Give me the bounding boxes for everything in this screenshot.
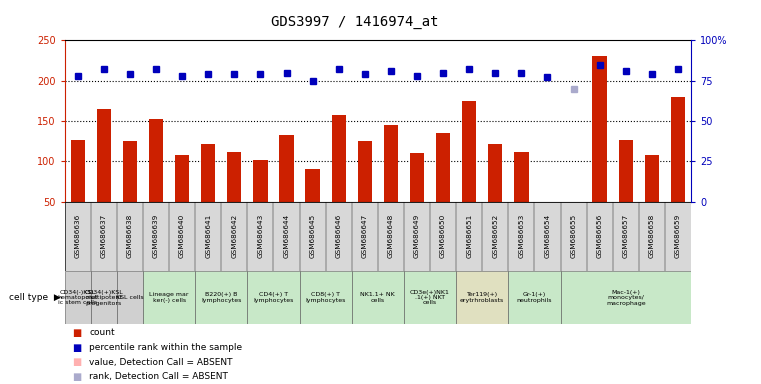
Text: GSM686650: GSM686650 [440, 214, 446, 258]
Text: GSM686644: GSM686644 [284, 214, 289, 258]
Bar [508, 271, 561, 324]
Bar [65, 271, 91, 324]
Bar [332, 114, 345, 202]
Text: cell type  ▶: cell type ▶ [9, 293, 61, 302]
Text: Lineage mar
ker(-) cells: Lineage mar ker(-) cells [149, 292, 189, 303]
Text: GSM686651: GSM686651 [466, 214, 472, 258]
Bar [71, 139, 85, 202]
Text: GSM686636: GSM686636 [75, 214, 81, 258]
Text: CD34(-)KSL
hematopoiet
ic stem cells: CD34(-)KSL hematopoiet ic stem cells [58, 290, 98, 306]
Text: GSM686657: GSM686657 [622, 214, 629, 258]
Bar [670, 97, 685, 202]
Text: GSM686653: GSM686653 [518, 214, 524, 258]
Bar [404, 271, 456, 324]
Text: CD34(+)KSL
multipotent
progenitors: CD34(+)KSL multipotent progenitors [84, 290, 123, 306]
Bar [117, 271, 143, 324]
Text: count: count [89, 328, 115, 338]
Bar [279, 135, 294, 202]
Text: GDS3997 / 1416974_at: GDS3997 / 1416974_at [271, 15, 439, 29]
Text: GSM686659: GSM686659 [675, 214, 681, 258]
Text: GSM686643: GSM686643 [257, 214, 263, 258]
Text: GSM686649: GSM686649 [414, 214, 420, 258]
Text: GSM686641: GSM686641 [205, 214, 212, 258]
Bar [123, 141, 137, 202]
Text: Mac-1(+)
monocytes/
macrophage: Mac-1(+) monocytes/ macrophage [606, 290, 645, 306]
Text: GSM686638: GSM686638 [127, 214, 133, 258]
Text: GSM686640: GSM686640 [179, 214, 185, 258]
Text: Ter119(+)
erytrhroblasts: Ter119(+) erytrhroblasts [460, 292, 505, 303]
Text: GSM686648: GSM686648 [388, 214, 394, 258]
Bar [436, 133, 451, 202]
Text: ■: ■ [72, 372, 81, 382]
Bar [540, 202, 555, 219]
Bar [300, 271, 352, 324]
Text: GSM686639: GSM686639 [153, 214, 159, 258]
Text: Gr-1(+)
neutrophils: Gr-1(+) neutrophils [517, 292, 552, 303]
Bar [514, 152, 529, 202]
Bar [410, 153, 424, 202]
Bar [143, 271, 195, 324]
Bar [253, 161, 268, 202]
Text: GSM686656: GSM686656 [597, 214, 603, 258]
Bar [593, 56, 607, 202]
Text: ■: ■ [72, 343, 81, 353]
Text: GSM686637: GSM686637 [100, 214, 107, 258]
Bar [462, 101, 476, 202]
Bar [488, 144, 502, 202]
Text: NK1.1+ NK
cells: NK1.1+ NK cells [361, 292, 395, 303]
Bar [247, 271, 300, 324]
Bar [384, 125, 398, 202]
Text: CD3e(+)NK1
.1(+) NKT
cells: CD3e(+)NK1 .1(+) NKT cells [410, 290, 450, 306]
Bar [175, 155, 189, 202]
Bar [566, 202, 581, 238]
Bar [195, 271, 247, 324]
Text: GSM686654: GSM686654 [544, 214, 550, 258]
Text: rank, Detection Call = ABSENT: rank, Detection Call = ABSENT [89, 372, 228, 381]
Bar [456, 271, 508, 324]
Bar [97, 109, 111, 202]
Text: GSM686642: GSM686642 [231, 214, 237, 258]
Text: ■: ■ [72, 328, 81, 338]
Text: B220(+) B
lymphocytes: B220(+) B lymphocytes [201, 292, 241, 303]
Bar [561, 271, 691, 324]
Text: GSM686646: GSM686646 [336, 214, 342, 258]
Text: percentile rank within the sample: percentile rank within the sample [89, 343, 242, 352]
Bar [305, 169, 320, 202]
Text: GSM686647: GSM686647 [361, 214, 368, 258]
Text: value, Detection Call = ABSENT: value, Detection Call = ABSENT [89, 358, 233, 367]
Bar [358, 141, 372, 202]
Bar [352, 271, 404, 324]
Text: GSM686658: GSM686658 [649, 214, 655, 258]
Bar [645, 155, 659, 202]
Bar [201, 144, 215, 202]
Text: GSM686645: GSM686645 [310, 214, 316, 258]
Bar [619, 139, 633, 202]
Text: GSM686655: GSM686655 [571, 214, 577, 258]
Bar [227, 152, 241, 202]
Text: CD4(+) T
lymphocytes: CD4(+) T lymphocytes [253, 292, 294, 303]
Text: CD8(+) T
lymphocytes: CD8(+) T lymphocytes [305, 292, 345, 303]
Text: GSM686652: GSM686652 [492, 214, 498, 258]
Bar [91, 271, 117, 324]
Bar [149, 119, 163, 202]
Text: ■: ■ [72, 357, 81, 367]
Text: KSL cells: KSL cells [116, 295, 144, 300]
